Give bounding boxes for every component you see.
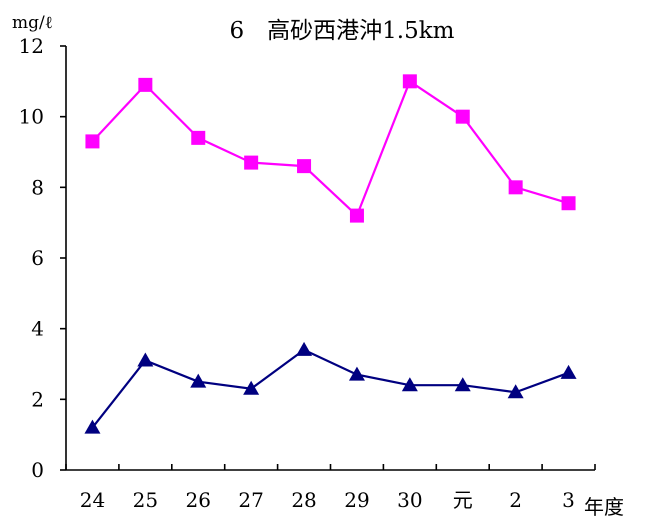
data-point-marker — [402, 74, 417, 89]
data-point-marker — [243, 380, 260, 395]
series-line-2 — [91, 348, 569, 429]
data-point-marker — [297, 159, 312, 174]
data-point-marker — [137, 352, 154, 367]
x-tick-label: 30 — [397, 488, 422, 512]
data-point-marker — [561, 196, 576, 211]
data-point-marker — [191, 130, 206, 145]
data-point-marker — [560, 364, 577, 379]
data-point-marker — [348, 366, 365, 381]
x-tick-label: 26 — [186, 488, 211, 512]
data-point-marker — [454, 377, 471, 392]
data-point-marker — [507, 384, 524, 399]
chart-title: 6 高砂西港沖1.5km — [230, 18, 455, 44]
y-tick-label: 10 — [19, 105, 44, 129]
data-point-marker — [190, 373, 207, 388]
y-tick-label: 6 — [31, 246, 44, 270]
x-tick-label: 27 — [238, 488, 263, 512]
x-tick-label: 29 — [344, 488, 369, 512]
x-tick-label: 3 — [562, 488, 575, 512]
data-point-marker — [138, 77, 153, 92]
x-tick-label: 24 — [80, 488, 105, 512]
data-point-marker — [84, 419, 101, 434]
x-axis-ticks: 24 25 26 27 28 29 30 元 2 3 — [65, 464, 596, 512]
data-point-marker — [401, 377, 418, 392]
series-layer — [84, 74, 577, 434]
y-tick-label: 12 — [19, 34, 44, 58]
data-point-marker — [85, 134, 100, 149]
data-point-marker — [349, 208, 364, 223]
x-axis-unit-label: 年度 — [584, 495, 624, 519]
x-tick-label: 元 — [453, 488, 473, 512]
y-tick-label: 4 — [31, 317, 44, 341]
y-axis-ticks: 0 2 4 6 8 10 12 — [19, 34, 66, 482]
data-point-marker — [244, 155, 259, 170]
y-tick-label: 0 — [31, 458, 44, 482]
x-tick-label: 28 — [291, 488, 316, 512]
series-line-1 — [91, 79, 569, 218]
x-tick-label: 2 — [509, 488, 522, 512]
data-point-marker — [296, 341, 313, 356]
y-tick-label: 8 — [31, 175, 44, 199]
x-tick-label: 25 — [133, 488, 158, 512]
y-axis-unit-label: mg/ℓ — [12, 13, 53, 33]
data-point-marker — [508, 180, 523, 195]
y-tick-label: 2 — [31, 387, 44, 411]
data-point-marker — [455, 109, 470, 124]
